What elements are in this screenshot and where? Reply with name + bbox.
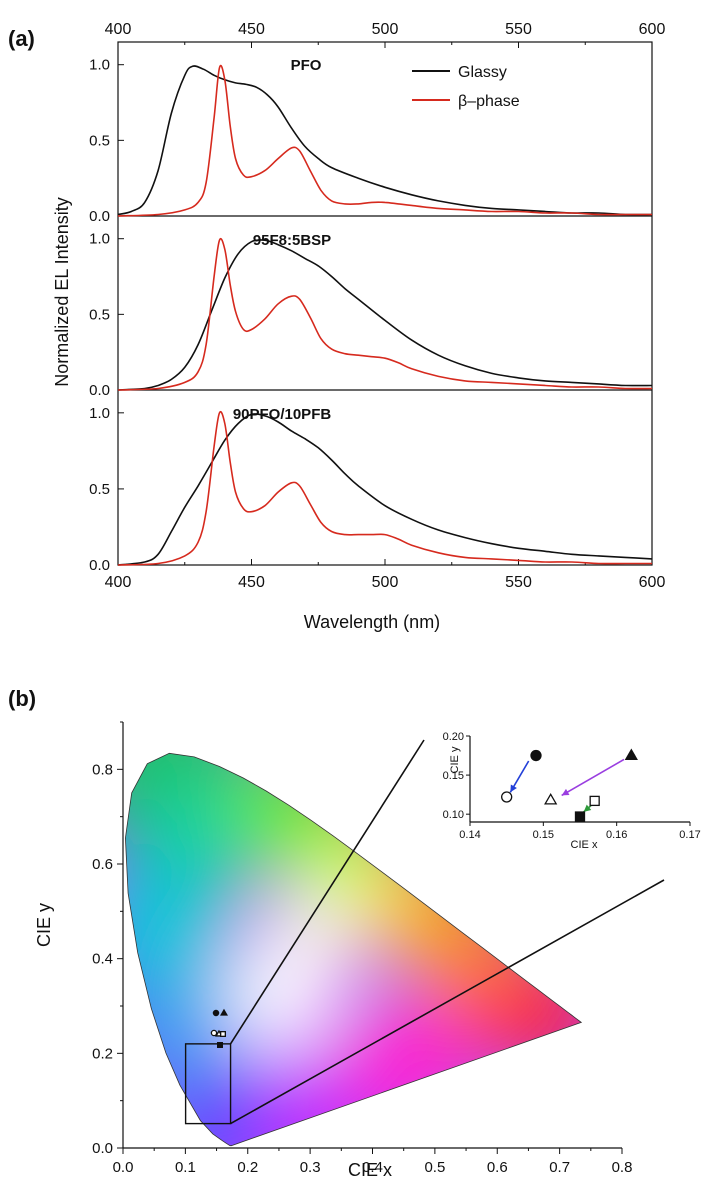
subplot-title: 90PFO/10PFB [233, 406, 332, 423]
panel-a-ylabel: Normalized EL Intensity [52, 197, 72, 386]
panel-b-xlabel: CIE x [348, 1160, 392, 1180]
cie-point-open-square [220, 1031, 226, 1037]
x-tick-label-top: 500 [372, 21, 399, 38]
panel-b-label: (b) [8, 686, 36, 711]
cie-x-tick-label: 0.6 [487, 1159, 508, 1176]
x-tick-label-top: 600 [639, 21, 666, 38]
x-tick-label-top: 550 [505, 21, 532, 38]
cie-x-tick-label: 0.8 [612, 1159, 633, 1176]
zoom-line-top [229, 739, 425, 1045]
y-tick-label: 1.0 [89, 231, 110, 248]
x-tick-label: 600 [639, 574, 666, 591]
inset-y-tick-label: 0.15 [443, 770, 464, 782]
panel-a-plot: 400 400 450 450 500 500 550 550 600 600 0.0 0.5 1.0 P… [89, 21, 665, 591]
y-tick-label: 0.5 [89, 306, 110, 323]
inset-point-filled-square [574, 811, 586, 822]
x-tick-label-top: 400 [105, 21, 132, 38]
legend-label-glassy: Glassy [458, 64, 507, 81]
inset-xlabel: CIE x [571, 839, 598, 851]
y-tick-label: 0.0 [89, 382, 110, 399]
inset-plot: 0.14 0.15 0.16 0.17 0.10 0.15 0.20 [443, 730, 701, 841]
y-tick-label: 0.0 [89, 208, 110, 225]
inset-y-tick-label: 0.20 [443, 731, 464, 743]
y-tick-label: 0.5 [89, 481, 110, 498]
inset-x-tick-label: 0.14 [459, 829, 480, 841]
series-line-beta [117, 410, 652, 566]
cie-point-filled-triangle [220, 1008, 228, 1016]
y-tick-label: 0.5 [89, 132, 110, 149]
y-tick-label: 1.0 [89, 57, 110, 74]
cie-x-tick-label: 0.0 [113, 1159, 134, 1176]
panel-b-ylabel: CIE y [34, 903, 54, 947]
inset-arrow-shaft [561, 758, 625, 797]
y-tick-label: 1.0 [89, 405, 110, 422]
x-tick-label: 550 [505, 574, 532, 591]
cie-y-tick-label: 0.8 [92, 761, 113, 778]
series-line-beta [117, 64, 652, 217]
inset-point-open-square [589, 795, 600, 807]
cie-x-tick-label: 0.7 [549, 1159, 570, 1176]
cie-point-filled-circle [212, 1009, 220, 1017]
gamut-blob [338, 997, 469, 1128]
inset-point-filled-circle [530, 749, 542, 762]
series-line-glassy [117, 239, 653, 391]
x-tick-label: 500 [372, 574, 399, 591]
legend-label-beta: β–phase [458, 93, 520, 110]
inset-point-open-circle [501, 791, 513, 803]
inset-arrow-head [510, 784, 517, 793]
inset-ylabel: CIE y [449, 746, 461, 773]
x-tick-label: 450 [238, 574, 265, 591]
subplot-title: PFO [291, 57, 322, 74]
zoom-box [184, 1043, 232, 1125]
series-line-beta [117, 237, 653, 391]
cie-y-tick-label: 0.4 [92, 951, 113, 968]
x-tick-label-top: 450 [238, 21, 265, 38]
legend: Glassy β–phase [412, 64, 520, 110]
gamut-blob [514, 970, 582, 1061]
spectral-locus [124, 752, 583, 1147]
cie-x-tick-label: 0.5 [424, 1159, 445, 1176]
cie-y-tick-label: 0.2 [92, 1045, 113, 1062]
cie-point-filled-square [217, 1042, 223, 1048]
inset-arrow-head [583, 804, 592, 812]
subplot-title: 95F8:5BSP [253, 232, 331, 249]
inset-point-filled-triangle [624, 748, 638, 760]
gamut-blob [230, 753, 341, 863]
series-line-glassy [117, 65, 653, 216]
inset-arrow-head [561, 788, 570, 796]
inset-x-tick-label: 0.15 [533, 829, 554, 841]
cie-x-tick-label: 0.4 [362, 1159, 383, 1176]
panel-a-xlabel: Wavelength (nm) [304, 612, 440, 632]
inset-x-tick-label: 0.17 [679, 829, 700, 841]
gamut-blob [223, 941, 334, 1052]
cie-y-tick-label: 0.6 [92, 856, 113, 873]
inset-y-tick-label: 0.10 [443, 809, 464, 821]
cie-x-tick-label: 0.2 [237, 1159, 258, 1176]
inset-point-open-triangle [544, 793, 558, 805]
panel-a-label: (a) [8, 26, 35, 51]
x-tick-label: 400 [105, 574, 132, 591]
cie-x-tick-label: 0.3 [300, 1159, 321, 1176]
cie-point-open-circle [210, 1029, 218, 1037]
cie-y-tick-label: 0.0 [92, 1140, 113, 1157]
cie-x-tick-label: 0.1 [175, 1159, 196, 1176]
inset-x-tick-label: 0.16 [606, 829, 627, 841]
zoom-line-bottom [230, 879, 665, 1125]
y-tick-label: 0.0 [89, 557, 110, 574]
series-line-glassy [117, 413, 653, 566]
